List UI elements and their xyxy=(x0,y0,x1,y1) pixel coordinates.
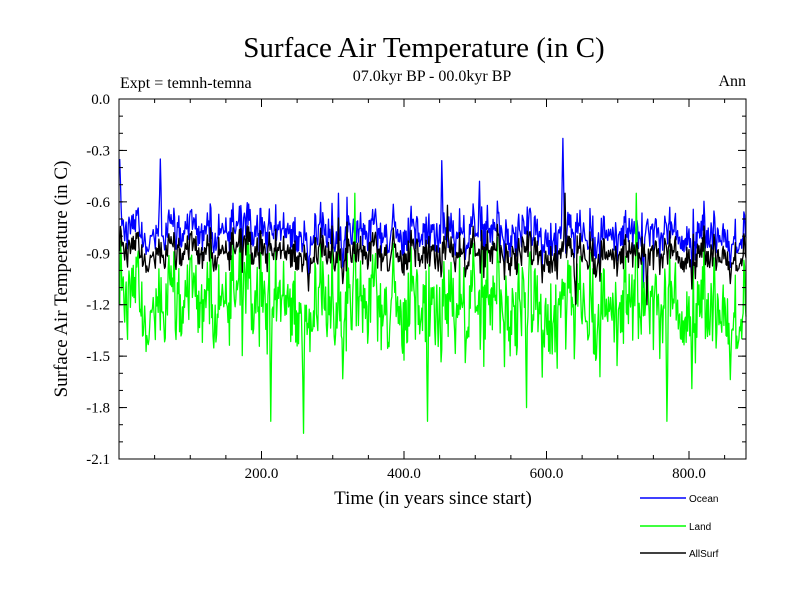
y-tick-label: -0.3 xyxy=(86,143,110,159)
y-tick-label: -0.6 xyxy=(86,195,110,211)
legend-label-land: Land xyxy=(689,522,711,533)
y-axis-label: Surface Air Temperature (in C) xyxy=(51,161,72,398)
x-axis-label: Time (in years since start) xyxy=(334,488,532,509)
legend-label-allsurf: AllSurf xyxy=(689,549,719,560)
y-tick-label: -0.9 xyxy=(86,246,110,262)
series-line-land xyxy=(119,192,747,434)
y-tick-label: 0.0 xyxy=(91,92,110,108)
chart-left-annotation: Expt = temnh-temna xyxy=(120,75,252,92)
x-tick-label: 200.0 xyxy=(245,466,279,482)
chart-subtitle: 07.0kyr BP - 00.0kyr BP xyxy=(353,68,512,85)
axes-layer: 0.0 -0.3 -0.6 -0.9 -1.2 -1.5 -1.8 -2.1 200.0 400.… xyxy=(86,92,746,482)
y-tick-label: -1.8 xyxy=(86,401,110,417)
y-tick-label: -1.2 xyxy=(86,298,110,314)
x-tick-label: 800.0 xyxy=(672,466,706,482)
y-tick-label: -2.1 xyxy=(86,452,110,468)
legend-label-ocean: Ocean xyxy=(689,494,718,505)
y-tick-label: -1.5 xyxy=(86,349,110,365)
series-layer xyxy=(119,137,747,434)
x-tick-label: 600.0 xyxy=(530,466,564,482)
series-line-ocean xyxy=(119,137,747,289)
series-line-allsurf xyxy=(119,192,747,306)
plot-frame xyxy=(118,98,747,460)
x-tick-label: 400.0 xyxy=(387,466,421,482)
legend: Ocean Land AllSurf xyxy=(640,494,719,560)
chart-right-annotation: Ann xyxy=(718,73,746,90)
chart-title: Surface Air Temperature (in C) xyxy=(243,32,604,64)
